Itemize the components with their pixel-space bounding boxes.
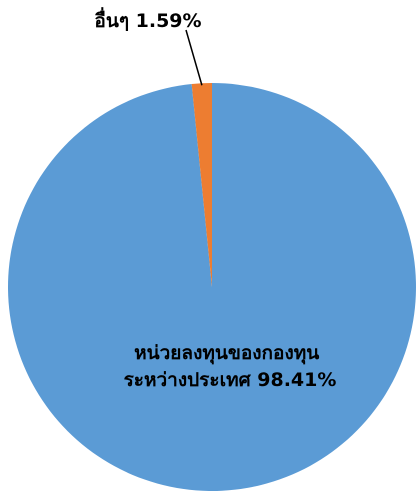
slice-label-other: อื่นๆ 1.59% <box>94 7 201 32</box>
slices-layer <box>7 83 416 492</box>
slice-label-other-line-1: อื่นๆ 1.59% <box>94 7 201 32</box>
pie-slice-0 <box>7 83 416 492</box>
slice-label-main-line-1: หน่วยลงทุนของกองทุน <box>134 342 319 365</box>
slice-label-main-line-2: ระหว่างประเทศ 98.41% <box>124 369 337 391</box>
leader-line-other <box>185 29 203 86</box>
labels-layer: อื่นๆ 1.59% หน่วยลงทุนของกองทุน ระหว่างป… <box>94 7 336 391</box>
pie-slice-1 <box>191 83 212 287</box>
slice-label-main: หน่วยลงทุนของกองทุน ระหว่างประเทศ 98.41% <box>124 342 337 391</box>
